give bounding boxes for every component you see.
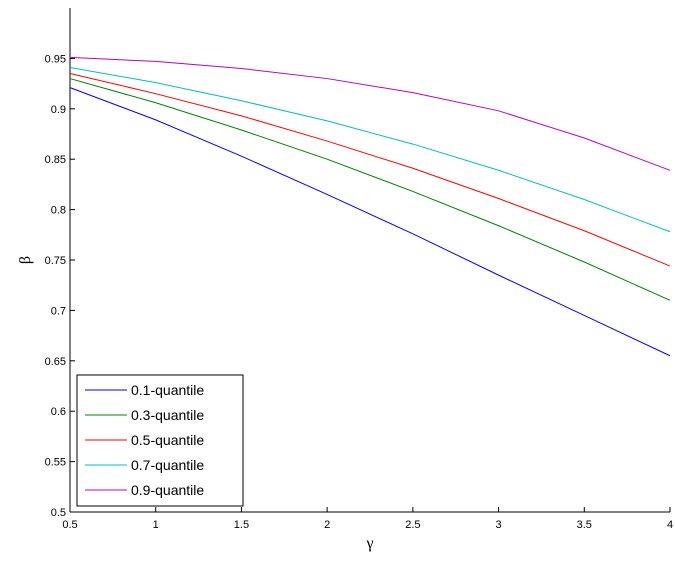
y-tick-label: 0.95 <box>45 53 66 65</box>
x-tick-label: 2 <box>324 519 330 531</box>
series-line <box>69 66 671 233</box>
y-tick-label: 0.55 <box>45 457 66 469</box>
y-tick-label: 0.6 <box>51 406 66 418</box>
series-line <box>69 73 671 267</box>
legend-label: 0.7-quantile <box>131 457 204 473</box>
y-tick-label: 0.8 <box>51 205 66 217</box>
series-line <box>69 78 671 301</box>
y-tick-label: 0.75 <box>45 255 66 267</box>
x-tick-label: 3 <box>496 519 502 531</box>
legend-label: 0.3-quantile <box>131 407 204 423</box>
x-tick-label: 1.5 <box>234 519 249 531</box>
x-tick-label: 1 <box>153 519 159 531</box>
x-tick-label: 0.5 <box>62 519 77 531</box>
y-tick-label: 0.65 <box>45 356 66 368</box>
y-tick-label: 0.85 <box>45 154 66 166</box>
y-tick-label: 0.5 <box>51 507 66 519</box>
x-axis-label: γ <box>365 535 373 552</box>
legend-label: 0.5-quantile <box>131 432 204 448</box>
y-axis-label: β <box>17 256 34 264</box>
legend-label: 0.9-quantile <box>131 482 204 498</box>
series-line <box>69 87 671 357</box>
series-line <box>69 56 671 171</box>
y-tick-label: 0.9 <box>51 104 66 116</box>
y-tick-label: 0.7 <box>51 305 66 317</box>
x-tick-label: 2.5 <box>405 519 420 531</box>
x-tick-label: 4 <box>667 519 673 531</box>
legend-label: 0.1-quantile <box>131 382 204 398</box>
x-tick-label: 3.5 <box>577 519 592 531</box>
